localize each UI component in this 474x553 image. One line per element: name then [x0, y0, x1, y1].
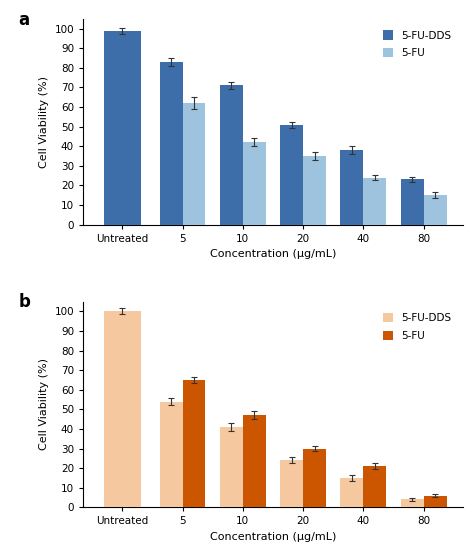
Bar	[220, 86, 243, 225]
Bar	[424, 495, 447, 507]
Text: a: a	[18, 11, 29, 29]
Bar	[303, 156, 326, 225]
Bar	[220, 427, 243, 507]
Bar	[182, 103, 205, 225]
Text: b: b	[18, 294, 30, 311]
Bar	[160, 401, 182, 507]
Bar	[243, 142, 266, 225]
X-axis label: Concentration (μg/mL): Concentration (μg/mL)	[210, 532, 336, 542]
Legend: 5-FU-DDS, 5-FU: 5-FU-DDS, 5-FU	[376, 307, 458, 347]
Bar	[280, 460, 303, 507]
Bar	[401, 499, 424, 507]
Bar	[364, 466, 386, 507]
Bar	[340, 150, 364, 225]
Bar	[280, 124, 303, 225]
Y-axis label: Cell Viability (%): Cell Viability (%)	[39, 76, 49, 168]
Bar	[340, 478, 364, 507]
Bar	[182, 380, 205, 507]
Bar	[160, 62, 182, 225]
Y-axis label: Cell Viability (%): Cell Viability (%)	[39, 358, 49, 451]
Bar	[424, 195, 447, 225]
Bar	[401, 180, 424, 225]
Bar	[104, 30, 141, 225]
Bar	[243, 415, 266, 507]
Bar	[364, 178, 386, 225]
Legend: 5-FU-DDS, 5-FU: 5-FU-DDS, 5-FU	[376, 24, 458, 64]
Bar	[303, 448, 326, 507]
X-axis label: Concentration (μg/mL): Concentration (μg/mL)	[210, 249, 336, 259]
Bar	[104, 311, 141, 507]
